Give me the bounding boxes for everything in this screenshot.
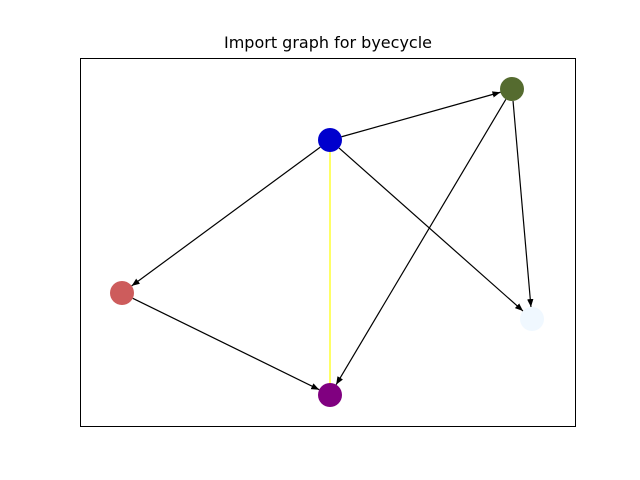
edge-n-top-right-to-n-bottom-center xyxy=(335,99,507,385)
edge-n-top-center-to-n-top-right xyxy=(341,91,501,138)
plot-frame xyxy=(80,58,576,427)
edge-n-top-center-to-n-right xyxy=(338,147,524,312)
node-left xyxy=(110,281,134,305)
node-top-center xyxy=(318,128,342,152)
node-bottom-center xyxy=(318,383,342,407)
nodes-layer xyxy=(110,77,544,407)
node-right xyxy=(520,307,544,331)
node-top-right xyxy=(500,77,524,101)
edge-n-top-center-to-n-left xyxy=(131,146,321,287)
edge-n-left-to-n-bottom-center xyxy=(132,297,320,391)
edge-n-top-right-to-n-right xyxy=(512,100,534,308)
edges-layer xyxy=(131,91,534,395)
graph-title: Import graph for byecycle xyxy=(223,33,432,52)
